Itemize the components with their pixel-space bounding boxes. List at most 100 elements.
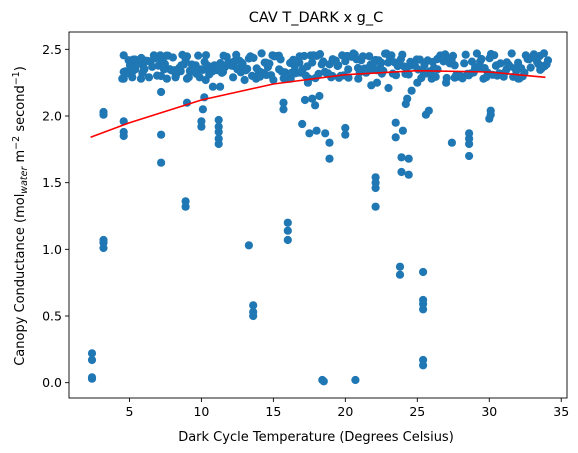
scatter-point: [305, 129, 314, 138]
scatter-point: [391, 118, 400, 127]
scatter-point: [486, 106, 495, 115]
scatter-point: [214, 122, 223, 131]
scatter-point: [404, 70, 413, 79]
scatter-point: [118, 74, 127, 83]
scatter-point: [300, 95, 310, 105]
y-label-sup1: −2: [11, 136, 22, 150]
scatter-point: [397, 153, 406, 162]
scatter-point: [208, 82, 217, 91]
scatter-point: [372, 78, 382, 87]
scatter-point: [257, 49, 266, 58]
scatter-point: [87, 374, 97, 383]
scatter-point: [365, 52, 374, 61]
scatter-point: [194, 51, 203, 60]
scatter-point: [244, 241, 253, 250]
scatter-point: [283, 226, 292, 235]
x-tick-label: 25: [409, 404, 425, 419]
y-label-end: ): [13, 66, 28, 71]
scatter-point: [249, 307, 258, 317]
scatter-point: [374, 56, 383, 65]
scatter-point: [240, 75, 249, 85]
scatter-point: [287, 68, 296, 77]
scatter-point: [127, 66, 136, 75]
chart-title: CAV T_DARK x g_C: [249, 10, 384, 26]
scatter-point: [315, 91, 324, 101]
scatter-point: [442, 73, 451, 83]
scatter-point: [276, 55, 285, 64]
scatter-point: [300, 51, 309, 61]
scatter-point: [404, 170, 413, 179]
scatter-point: [496, 59, 505, 68]
scatter-point: [507, 49, 516, 58]
scatter-point: [198, 105, 207, 114]
y-tick-label: 1.0: [42, 242, 62, 257]
scatter-point: [321, 129, 330, 138]
scatter-point: [214, 134, 223, 143]
scatter-point: [267, 71, 276, 80]
scatter-point: [472, 49, 481, 58]
x-axis-label: Dark Cycle Temperature (Degrees Celsius): [178, 430, 454, 445]
scatter-point: [229, 73, 238, 82]
scatter-point: [371, 202, 380, 211]
scatter-point: [176, 67, 185, 76]
y-label-sub: water: [19, 166, 30, 194]
scatter-point: [398, 126, 407, 135]
x-tick-label: 35: [553, 404, 569, 419]
x-tick-label: 15: [265, 404, 281, 419]
scatter-point: [308, 94, 317, 103]
scatter-point: [312, 126, 321, 135]
y-tick-label: 0.0: [42, 375, 62, 390]
scatter-point: [391, 133, 400, 142]
scatter-point: [195, 73, 204, 82]
y-label-mid2: second: [13, 85, 28, 136]
scatter-point: [325, 138, 334, 147]
scatter-point: [477, 54, 486, 64]
scatter-point: [429, 63, 439, 72]
scatter-point: [465, 129, 474, 138]
scatter-point: [344, 73, 353, 82]
scatter-point: [465, 151, 474, 161]
scatter-point: [319, 377, 328, 386]
y-axis-label: Canopy Conductance (molwater m−2 second−…: [11, 66, 30, 366]
scatter-point: [140, 65, 149, 74]
scatter-point: [311, 101, 320, 110]
scatter-point: [308, 58, 317, 67]
scatter-point: [252, 64, 261, 73]
scatter-point: [265, 59, 274, 68]
scatter-point: [315, 50, 325, 59]
scatter-point: [157, 130, 166, 139]
scatter-point: [395, 270, 405, 279]
y-label-main: Canopy Conductance (mol: [13, 194, 28, 366]
scatter-point: [201, 51, 211, 60]
x-tick-label: 30: [481, 404, 497, 419]
scatter-point: [160, 59, 169, 69]
scatter-point: [403, 94, 412, 103]
scatter-point: [424, 106, 433, 115]
scatter-point: [407, 86, 416, 95]
scatter-point: [379, 66, 388, 75]
y-tick-label: 2.5: [42, 42, 62, 57]
scatter-point: [526, 63, 535, 72]
x-tick-label: 20: [337, 404, 353, 419]
scatter-point: [543, 56, 553, 65]
plot-area: [87, 49, 553, 386]
scatter-point: [371, 173, 380, 182]
y-tick-label: 0.5: [42, 309, 62, 324]
scatter-point: [419, 295, 428, 305]
scatter-point: [341, 130, 350, 139]
scatter-point: [279, 98, 288, 107]
scatter-point: [157, 87, 166, 97]
scatter-point: [279, 105, 288, 114]
scatter-point: [283, 218, 292, 227]
scatter-point: [99, 110, 108, 119]
scatter-point: [157, 158, 166, 167]
scatter-point: [447, 138, 456, 147]
scatter-point: [319, 57, 328, 66]
scatter-point: [243, 64, 252, 73]
scatter-point: [144, 73, 154, 82]
scatter-point: [415, 55, 424, 64]
scatter-point: [387, 51, 396, 60]
scatter-point: [314, 69, 323, 78]
scatter-point: [344, 65, 353, 74]
